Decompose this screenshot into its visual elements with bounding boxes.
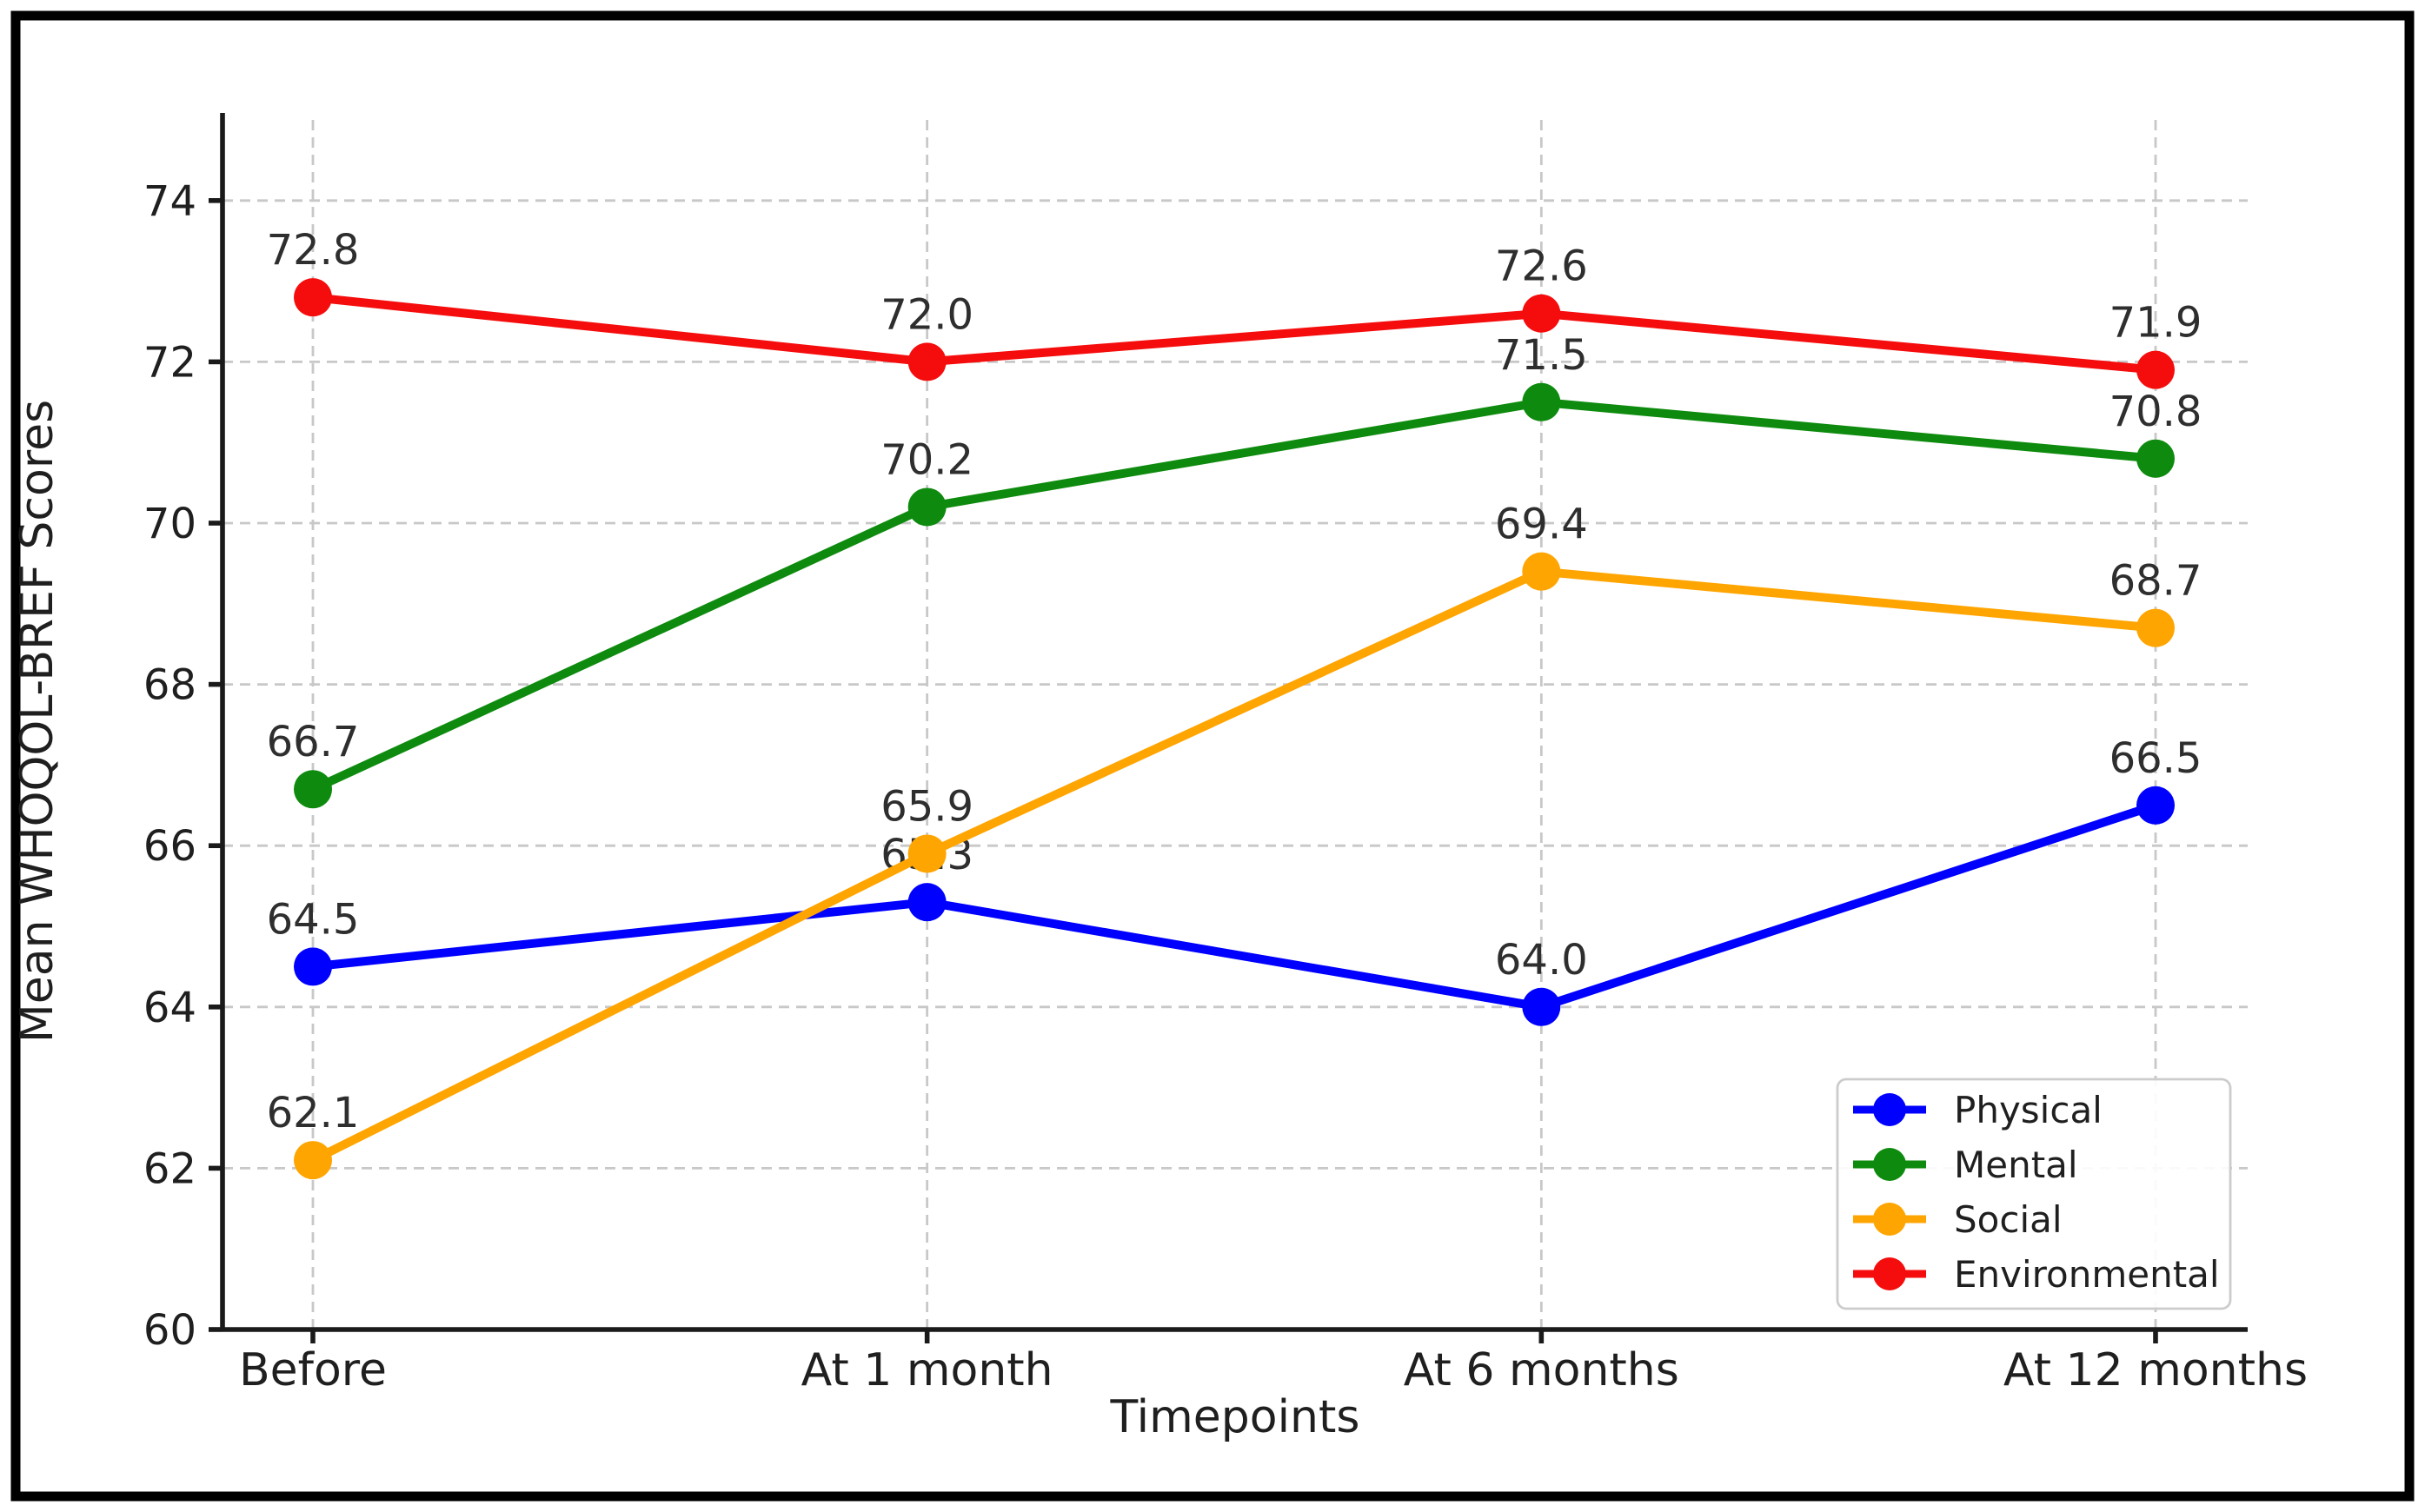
series-social: 62.1 65.9 69.4 68.7 xyxy=(267,501,2202,1180)
legend-label: Mental xyxy=(1954,1144,2078,1186)
legend-label: Social xyxy=(1954,1198,2063,1241)
data-label: 68.7 xyxy=(2109,557,2202,606)
data-point xyxy=(294,278,332,317)
data-label: 70.8 xyxy=(2109,388,2202,436)
legend-marker-dot xyxy=(1873,1148,1906,1181)
legend-marker-dot xyxy=(1873,1257,1906,1290)
legend-label: Physical xyxy=(1954,1089,2103,1131)
legend-box xyxy=(1836,1078,2232,1310)
data-point xyxy=(907,487,947,527)
data-label: 71.5 xyxy=(1495,331,1588,380)
y-tick-label: 60 xyxy=(143,1306,196,1355)
data-point xyxy=(2136,350,2175,389)
legend-marker-dot xyxy=(1873,1203,1906,1236)
x-tick-label: Before xyxy=(239,1344,387,1396)
y-axis-title: Mean WHOQOL-BREF Scores xyxy=(11,400,63,1043)
series-line xyxy=(309,397,2160,794)
y-tick-label: 66 xyxy=(143,822,196,871)
x-tick-label: At 1 month xyxy=(801,1344,1053,1396)
data-label: 64.5 xyxy=(267,895,360,944)
data-label: 72.8 xyxy=(267,226,360,275)
data-label: 71.9 xyxy=(2109,299,2202,348)
data-label: 72.0 xyxy=(880,290,973,339)
series-environmental: 72.8 72.0 72.6 71.9 xyxy=(267,226,2202,389)
x-tick-label: At 12 months xyxy=(2003,1344,2308,1396)
series-line xyxy=(309,293,2160,375)
y-tick-label: 72 xyxy=(143,338,196,387)
data-label: 72.6 xyxy=(1495,242,1588,291)
outer-border xyxy=(10,10,2415,1502)
data-label: 64.0 xyxy=(1495,936,1588,985)
data-label: 62.1 xyxy=(267,1089,360,1137)
x-axis-title: Timepoints xyxy=(1110,1391,1360,1443)
data-label: 69.4 xyxy=(1495,501,1588,549)
data-point xyxy=(294,1141,332,1180)
axes: 60 62 64 66 68 70 72 74 Before At 1 month At 6 mon… xyxy=(143,113,2308,1396)
data-point xyxy=(2136,786,2175,825)
data-point xyxy=(1522,552,1561,591)
y-tick-label: 70 xyxy=(143,500,196,548)
data-point xyxy=(2136,439,2175,478)
y-tick-label: 64 xyxy=(143,984,196,1032)
y-tick-label: 68 xyxy=(143,661,196,710)
data-point xyxy=(2136,608,2175,647)
data-point xyxy=(1522,382,1561,421)
y-tick-label: 74 xyxy=(143,177,196,226)
series-mental: 66.7 70.2 71.5 70.8 xyxy=(267,331,2202,809)
data-point xyxy=(907,883,947,922)
data-label: 70.2 xyxy=(880,435,973,484)
x-tick-label: At 6 months xyxy=(1404,1344,1679,1396)
data-point xyxy=(294,947,332,986)
series-line xyxy=(309,800,2160,1011)
data-label: 66.7 xyxy=(267,718,360,766)
data-label: 66.5 xyxy=(2109,734,2202,783)
y-tick-label: 62 xyxy=(143,1144,196,1193)
data-point xyxy=(1522,294,1561,333)
data-label: 65.9 xyxy=(880,782,973,831)
data-point xyxy=(1522,987,1561,1026)
legend-marker-dot xyxy=(1873,1093,1906,1126)
data-point xyxy=(294,770,332,809)
legend-label: Environmental xyxy=(1954,1253,2220,1296)
data-point xyxy=(907,834,947,873)
series-line xyxy=(309,567,2160,1165)
data-point xyxy=(907,342,947,381)
legend: Physical Mental Social Environmental xyxy=(1836,1078,2232,1310)
